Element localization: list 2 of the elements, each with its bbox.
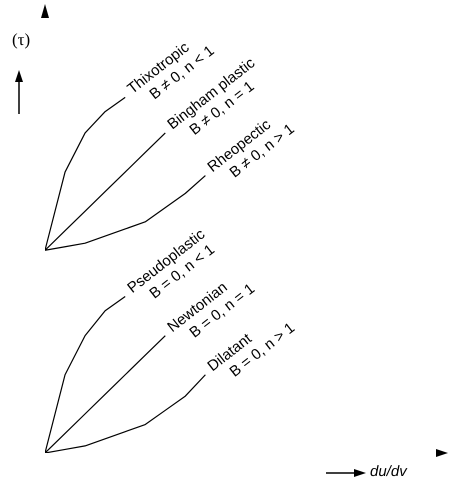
- y-axis-title: (τ): [12, 30, 30, 50]
- x-axis-title: du/dv: [370, 463, 407, 480]
